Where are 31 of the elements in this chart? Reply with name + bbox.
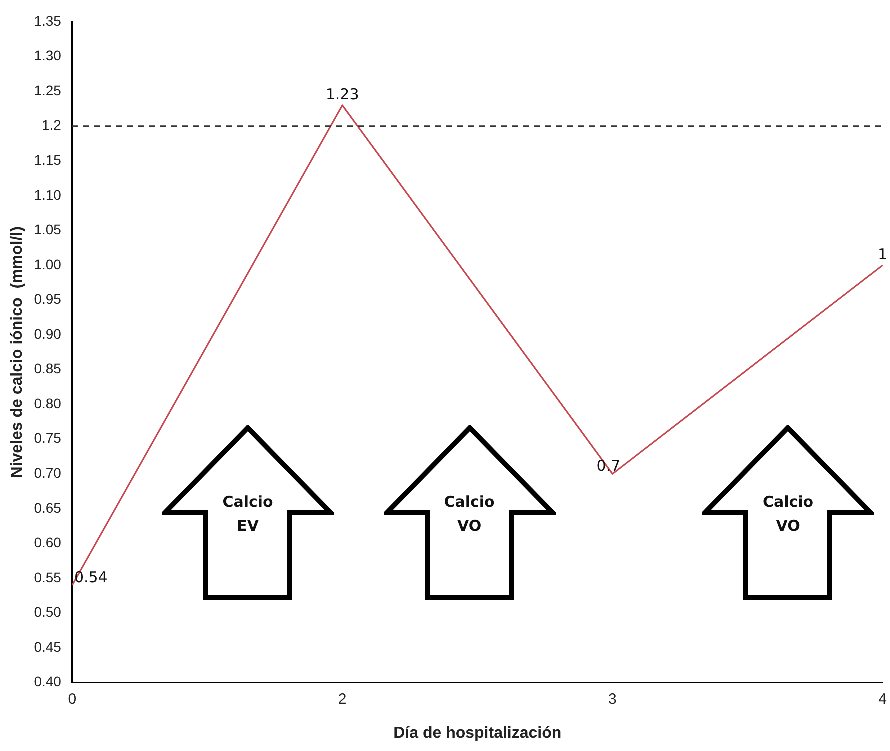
- x-tick-label: 3: [608, 690, 617, 708]
- x-tick-label: 0: [68, 690, 77, 708]
- annotation: Calcio EV: [222, 492, 274, 537]
- annotation: Calcio VO: [443, 492, 496, 537]
- y-tick-label: 1.10: [34, 186, 62, 203]
- y-tick-label: 0.65: [34, 500, 62, 516]
- y-tick-label: 1.25: [34, 82, 62, 98]
- x-tick-label: 4: [878, 690, 887, 708]
- text: 1: [878, 245, 888, 264]
- y-tick-label: 0.40: [34, 674, 62, 690]
- y-tick-label: 0.90: [34, 326, 62, 342]
- y-axis-title: Niveles de calcio iónico (mmol/l): [9, 226, 26, 478]
- y-tick-label: 0.55: [34, 569, 62, 586]
- y-tick-label: 1.15: [34, 152, 62, 168]
- y-tick-label: 0.80: [34, 395, 62, 412]
- y-tick-label: 0.50: [34, 604, 62, 620]
- y-tick-label: 0.85: [34, 360, 62, 377]
- x-axis-title: Día de hospitalización: [394, 724, 562, 742]
- text: 1.23: [326, 85, 360, 104]
- y-tick-label: 1.00: [34, 256, 62, 272]
- y-tick-label: 0.45: [34, 638, 62, 655]
- annotation: Calcio VO: [762, 492, 815, 537]
- y-tick-label: 0.60: [34, 534, 62, 551]
- y-tick-label: 0.95: [34, 291, 62, 308]
- y-tick-label: 0.70: [34, 464, 62, 481]
- y-tick-label: 1.2: [42, 117, 62, 134]
- x-tick-label: 2: [338, 690, 347, 708]
- y-tick-label: 1.05: [34, 222, 62, 238]
- y-tick-label: 1.35: [34, 12, 62, 29]
- y-tick-label: 1.30: [34, 48, 62, 64]
- y-tick-label: 0.75: [34, 430, 62, 446]
